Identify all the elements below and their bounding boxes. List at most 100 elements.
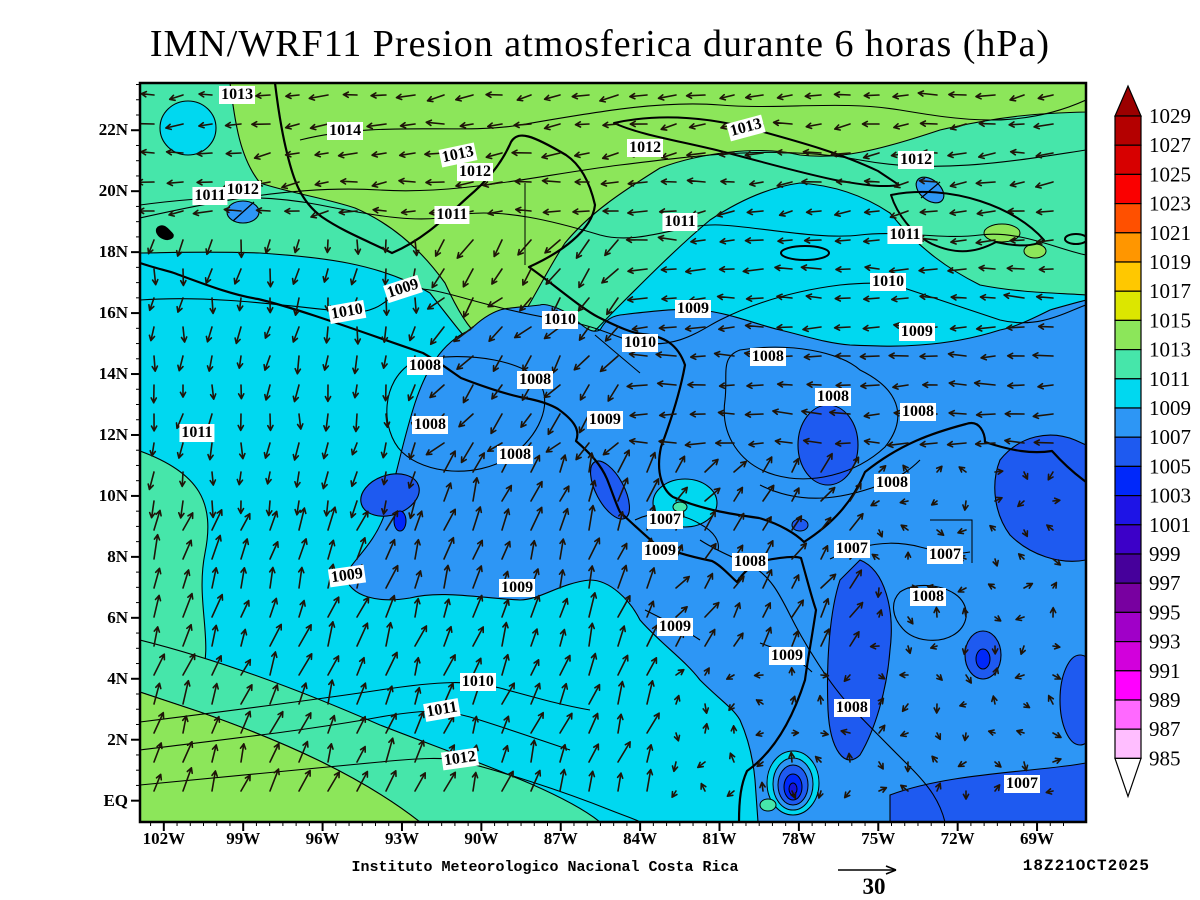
wind-arrow bbox=[471, 771, 479, 792]
wind-arrow bbox=[150, 384, 158, 404]
contour-label: 1011 bbox=[192, 187, 228, 206]
wind-arrow bbox=[888, 267, 909, 275]
wind-arrow bbox=[1021, 761, 1029, 772]
wind-arrow bbox=[820, 486, 836, 502]
wind-arrow bbox=[991, 645, 999, 655]
wind-arrow bbox=[994, 496, 1003, 503]
wind-arrow bbox=[631, 325, 648, 332]
colorbar-label: 1013 bbox=[1149, 338, 1191, 362]
wind-arrow bbox=[205, 326, 213, 343]
contour-label: 1008 bbox=[517, 371, 554, 390]
wind-arrow bbox=[892, 383, 909, 390]
colorbar-box bbox=[1114, 232, 1142, 263]
colorbar-label: 997 bbox=[1149, 571, 1181, 595]
wind-arrow bbox=[209, 471, 217, 486]
wind-arrow bbox=[646, 712, 660, 734]
wind-arrow bbox=[718, 150, 735, 158]
wind-arrow bbox=[148, 297, 155, 312]
wind-arrow bbox=[835, 381, 851, 389]
wind-arrow bbox=[1016, 729, 1025, 736]
wind-arrow bbox=[588, 622, 595, 647]
wind-arrow bbox=[236, 355, 244, 369]
wind-arrow bbox=[140, 120, 155, 128]
wind-arrow bbox=[577, 297, 590, 312]
wind-arrow bbox=[414, 739, 425, 763]
wind-arrow bbox=[617, 449, 630, 473]
wind-arrow bbox=[862, 152, 880, 160]
wind-arrow bbox=[1035, 208, 1054, 216]
wind-arrow bbox=[559, 597, 569, 618]
wind-arrow bbox=[588, 743, 600, 763]
axis-ticks bbox=[131, 84, 1065, 831]
wind-arrow bbox=[1049, 606, 1057, 618]
wind-arrow bbox=[240, 628, 248, 647]
wind-arrow bbox=[574, 151, 590, 159]
colorbar-label: 1005 bbox=[1149, 454, 1191, 478]
wind-arrow bbox=[733, 512, 745, 531]
wind-arrow bbox=[224, 121, 242, 129]
wind-arrow bbox=[472, 565, 483, 589]
wind-arrow bbox=[443, 482, 453, 502]
wind-arrow bbox=[876, 609, 883, 618]
wind-arrow bbox=[530, 739, 537, 763]
wind-arrow bbox=[762, 602, 772, 618]
colorbar-box bbox=[1114, 699, 1142, 730]
colorbar-box bbox=[1114, 407, 1142, 438]
wind-arrow bbox=[264, 384, 271, 401]
contour-label: 1010 bbox=[541, 311, 578, 330]
page-title: IMN/WRF11 Presion atmosferica durante 6 … bbox=[149, 23, 1051, 65]
contour-label: 1008 bbox=[833, 699, 870, 718]
wind-arrow bbox=[715, 439, 735, 447]
wind-arrow bbox=[1037, 323, 1054, 330]
wind-arrow bbox=[756, 760, 764, 768]
wind-arrow bbox=[661, 152, 677, 160]
contour-label: 1007 bbox=[646, 511, 683, 529]
wind-arrow bbox=[412, 239, 420, 257]
wind-arrow bbox=[543, 123, 561, 131]
wind-arrow bbox=[700, 782, 707, 792]
wind-arrow bbox=[323, 413, 330, 432]
wind-arrow bbox=[834, 123, 851, 131]
wind-arrow bbox=[746, 382, 764, 390]
wind-arrow bbox=[530, 769, 542, 792]
wind-arrow bbox=[820, 516, 832, 531]
wind-arrow bbox=[878, 673, 886, 680]
wind-arrow bbox=[237, 413, 245, 432]
wind-arrow bbox=[817, 694, 824, 705]
wind-arrow bbox=[863, 92, 880, 99]
coast-puertorico bbox=[1064, 233, 1086, 245]
wind-arrow bbox=[209, 384, 217, 400]
colorbar-label: 1017 bbox=[1149, 279, 1191, 303]
wind-arrow bbox=[1032, 412, 1054, 420]
wind-arrow bbox=[356, 537, 367, 560]
wind-arrow bbox=[385, 594, 396, 618]
wind-arrow bbox=[588, 683, 601, 705]
colorbar-box bbox=[1114, 436, 1142, 468]
wind-arrow bbox=[660, 266, 677, 273]
wind-arrow bbox=[704, 458, 719, 473]
wind-arrow bbox=[704, 628, 716, 647]
wind-arrow bbox=[398, 151, 416, 158]
wind-arrow bbox=[805, 122, 822, 130]
wind-arrow bbox=[820, 730, 829, 737]
wind-arrow bbox=[294, 500, 301, 516]
wind-arrow bbox=[801, 408, 822, 416]
wind-arrow bbox=[240, 512, 251, 531]
wind-arrow bbox=[755, 730, 764, 737]
wind-arrow bbox=[673, 732, 681, 742]
wind-arrow bbox=[1004, 437, 1025, 445]
wind-arrow bbox=[733, 575, 745, 589]
wind-arrow bbox=[511, 149, 532, 157]
wind-arrow bbox=[240, 567, 247, 589]
wind-arrow bbox=[1047, 694, 1055, 705]
wind-arrow bbox=[801, 178, 822, 186]
wind-arrow bbox=[310, 210, 329, 219]
wind-arrow bbox=[293, 239, 300, 254]
wind-arrow bbox=[151, 355, 159, 372]
wind-arrow bbox=[900, 784, 909, 792]
wind-arrow bbox=[802, 325, 822, 333]
wind-arrow bbox=[530, 539, 537, 560]
wind-arrow bbox=[933, 703, 941, 714]
wind-arrow bbox=[684, 325, 706, 332]
wind-arrow bbox=[878, 786, 888, 793]
